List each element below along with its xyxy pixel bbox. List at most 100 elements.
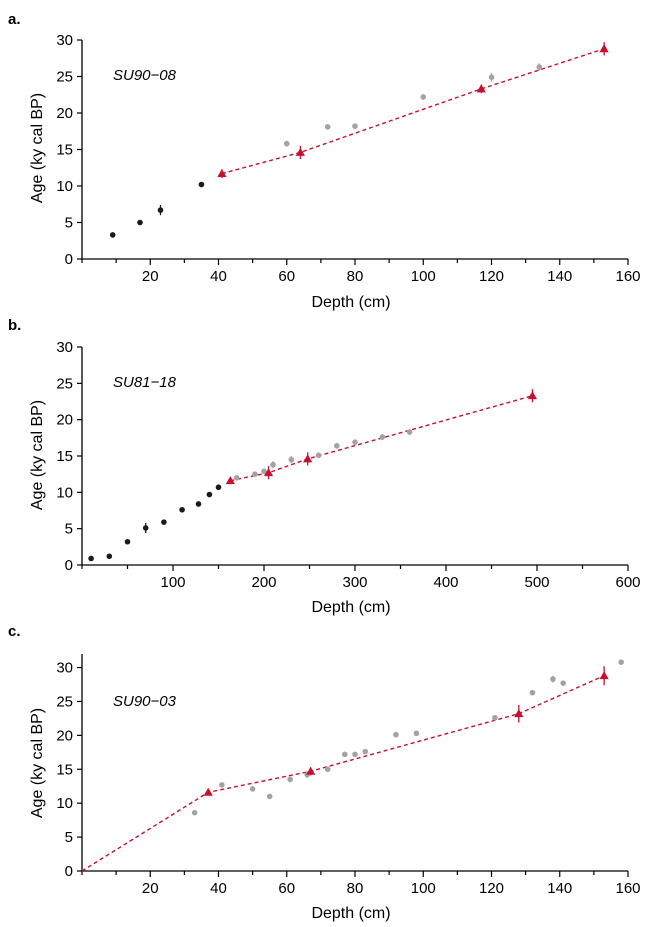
- panel-letter: b.: [8, 317, 21, 334]
- black-data-point: [88, 555, 94, 562]
- x-tick-label: 500: [524, 574, 549, 591]
- y-tick-label: 10: [56, 795, 73, 812]
- x-tick-label: 400: [433, 574, 458, 591]
- grey-data-point: [324, 766, 331, 773]
- model-tiepoint-triangle: [527, 391, 538, 400]
- panel-a: a. SU90−08 Depth (cm) Age (ky cal BP) 20…: [8, 11, 641, 311]
- y-tick-label: 20: [56, 727, 73, 744]
- x-tick-label: 20: [142, 268, 159, 285]
- x-tick-label: 140: [547, 880, 572, 897]
- y-tick-label: 10: [56, 484, 73, 501]
- model-tiepoint-triangle: [306, 766, 316, 775]
- x-tick-label: 40: [210, 880, 227, 897]
- grey-data-point: [362, 748, 369, 755]
- y-tick-label: 20: [56, 412, 73, 429]
- black-data-point: [137, 219, 143, 226]
- grey-data-point: [233, 475, 240, 481]
- y-tick-label: 20: [56, 105, 73, 122]
- y-tick-label: 5: [65, 829, 73, 846]
- grey-data-point: [219, 782, 225, 788]
- x-tick-label: 300: [342, 574, 367, 591]
- panel-letter: a.: [8, 11, 21, 28]
- grey-data-point: [413, 730, 420, 737]
- grey-data-point: [252, 471, 258, 477]
- x-tick-label: 200: [251, 574, 276, 591]
- y-tick-label: 30: [56, 32, 73, 49]
- model-tiepoint-triangle: [514, 709, 524, 718]
- grey-data-point: [334, 443, 340, 449]
- y-tick-label: 0: [65, 557, 73, 574]
- grey-data-point: [393, 731, 399, 738]
- x-tick-label: 20: [142, 880, 159, 897]
- x-axis-title: Depth (cm): [311, 294, 390, 311]
- model-tiepoint-triangle: [225, 476, 235, 485]
- model-tiepoint-triangle: [599, 44, 609, 53]
- axes: 20 40 60 80 100 120 140 160 0 5 10 15 20 25 30: [56, 654, 641, 897]
- core-label: SU90−08: [113, 67, 177, 84]
- y-tick-label: 15: [56, 761, 73, 778]
- grey-data-point: [352, 751, 358, 758]
- grey-data-point: [287, 776, 293, 783]
- black-data-point: [179, 506, 185, 513]
- x-tick-label: 100: [411, 268, 436, 285]
- grey-data-point: [341, 751, 348, 758]
- grey-data-point: [191, 809, 198, 816]
- x-axis-title: Depth (cm): [311, 599, 390, 616]
- core-label: SU81−18: [113, 374, 177, 391]
- grey-data-point: [352, 439, 358, 445]
- black-data-point: [198, 181, 205, 188]
- axes: 100 200 300 400 500 600 0 5 10 15 20 25 30: [56, 339, 640, 591]
- x-tick-label: 120: [479, 880, 504, 897]
- y-axis-title: Age (ky cal BP): [29, 400, 46, 510]
- y-tick-label: 0: [65, 863, 73, 880]
- model-tiepoint-triangle: [476, 84, 486, 93]
- x-tick-label: 120: [479, 268, 504, 285]
- data-marks: [81, 659, 624, 872]
- x-tick-label: 100: [411, 880, 436, 897]
- data-marks: [109, 42, 609, 238]
- black-data-point: [142, 525, 149, 531]
- grey-data-point: [550, 676, 556, 682]
- panel-letter: c.: [8, 623, 21, 640]
- grey-data-point: [379, 434, 386, 440]
- grey-data-point: [266, 793, 273, 800]
- x-tick-label: 600: [615, 574, 640, 591]
- y-tick-label: 25: [56, 693, 73, 710]
- y-tick-label: 25: [56, 69, 73, 86]
- y-tick-label: 5: [65, 521, 73, 538]
- grey-data-point: [618, 659, 624, 665]
- model-tiepoint-triangle: [217, 168, 227, 178]
- y-tick-label: 10: [56, 178, 73, 195]
- y-tick-label: 5: [65, 215, 73, 232]
- black-data-point: [215, 484, 222, 491]
- grey-data-point: [315, 452, 322, 459]
- y-tick-label: 0: [65, 251, 73, 268]
- grey-data-point: [249, 786, 256, 792]
- black-data-point: [157, 207, 164, 213]
- grey-data-point: [270, 461, 276, 468]
- grey-data-point: [261, 468, 267, 475]
- black-data-point: [206, 491, 213, 498]
- black-data-point: [124, 538, 131, 545]
- x-tick-label: 80: [347, 880, 364, 897]
- model-tiepoint-triangle: [203, 787, 213, 796]
- y-tick-label: 15: [56, 142, 73, 159]
- y-tick-label: 30: [56, 339, 73, 356]
- grey-data-point: [536, 64, 543, 70]
- y-axis-title: Age (ky cal BP): [29, 93, 46, 203]
- model-tiepoint-triangle: [599, 671, 609, 680]
- panel-c: c. SU90−03 Depth (cm) Age (ky cal BP) 20…: [8, 623, 641, 922]
- grey-data-point: [420, 94, 427, 100]
- age-model-line: [221, 48, 605, 175]
- y-tick-label: 15: [56, 448, 73, 465]
- grey-data-point: [406, 429, 413, 435]
- x-tick-label: 140: [547, 268, 572, 285]
- model-tiepoint-triangle: [303, 454, 313, 463]
- grey-data-point: [529, 689, 536, 696]
- model-tiepoint-triangle: [295, 147, 305, 156]
- panel-b: b. SU81−18 Depth (cm) Age (ky cal BP) 10…: [8, 317, 641, 616]
- grey-data-point: [560, 680, 566, 686]
- grey-data-point: [288, 456, 295, 463]
- grey-data-point: [488, 74, 495, 81]
- grey-data-point: [352, 123, 358, 129]
